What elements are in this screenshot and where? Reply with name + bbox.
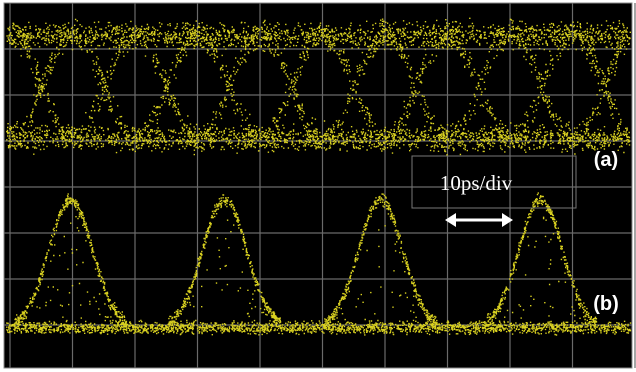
oscilloscope-screen: 10ps/div (a) (b) <box>0 0 636 372</box>
screen <box>4 3 632 368</box>
page: 10ps/div (a) (b) (() => { const data = J… <box>0 0 636 372</box>
scale-label: 10ps/div <box>440 171 513 195</box>
trace-label: (b) <box>593 293 619 315</box>
trace-label: (a) <box>594 149 618 171</box>
